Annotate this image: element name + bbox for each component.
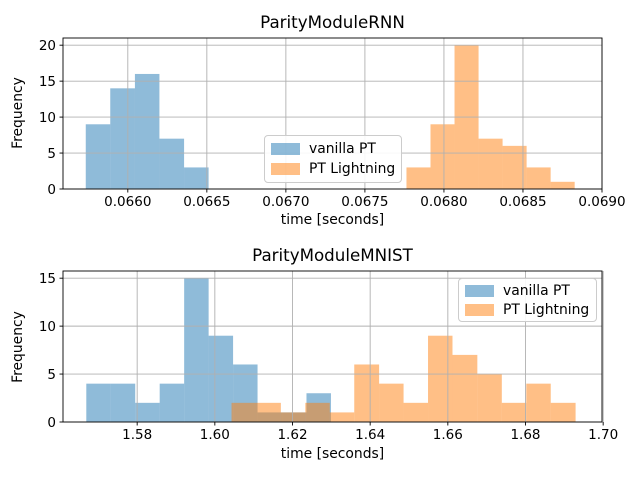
x-tick-label: 0.0675 xyxy=(341,194,388,210)
x-axis-label-rnn: time [seconds] xyxy=(280,212,385,228)
x-tick-label: 0.0670 xyxy=(262,194,309,210)
axes-rnn: 0.0660 0.0665 0.0670 0.0675 0.0680 0.0685 0.06… xyxy=(39,37,626,210)
histogram-bar xyxy=(354,364,380,422)
histogram-bar xyxy=(86,383,111,422)
x-tick-label: 0.0680 xyxy=(420,194,467,210)
legend-entry-vanilla-pt: vanilla PT xyxy=(271,141,391,158)
histogram-bar xyxy=(159,383,185,422)
x-tick-label: 1.60 xyxy=(200,427,230,443)
x-tick-label: 1.70 xyxy=(588,427,618,443)
legend-swatch-vanilla-pt-icon xyxy=(271,143,300,156)
x-tick-label: 0.0690 xyxy=(578,194,625,210)
y-tick-label: 10 xyxy=(39,110,56,126)
histogram-bar xyxy=(305,402,330,422)
histogram-bar xyxy=(526,383,551,422)
y-tick-label: 20 xyxy=(39,38,56,54)
histogram-bar xyxy=(85,124,111,189)
histogram-bar xyxy=(134,73,160,189)
legend-rnn: vanilla PT PT Lightning xyxy=(264,135,402,183)
legend-entry-pt-lightning: PT Lightning xyxy=(271,161,395,178)
histogram-bar xyxy=(135,402,160,422)
chart-title-rnn: ParityModuleRNN xyxy=(260,12,405,32)
axes-spines xyxy=(62,270,603,423)
x-tick-label: 1.64 xyxy=(355,427,385,443)
legend-label-pt-lightning: PT Lightning xyxy=(309,160,396,177)
legend-swatch-pt-lightning-icon xyxy=(465,303,494,316)
y-tick-label: 0 xyxy=(47,182,56,198)
y-tick-label: 15 xyxy=(39,74,56,90)
histogram-bar xyxy=(159,138,185,189)
x-tick-label: 1.66 xyxy=(433,427,463,443)
legend-label-pt-lightning: PT Lightning xyxy=(503,301,590,318)
legend-swatch-pt-lightning-icon xyxy=(271,162,300,175)
histogram-bar xyxy=(208,335,234,422)
legend-label-vanilla-pt: vanilla PT xyxy=(309,141,376,158)
histogram-bar xyxy=(256,402,281,422)
x-axis-label-mnist: time [seconds] xyxy=(280,446,385,462)
x-tick-label: 0.0660 xyxy=(104,194,151,210)
y-tick-label: 5 xyxy=(47,367,56,383)
legend-mnist: vanilla PT PT Lightning xyxy=(458,278,597,322)
histogram-bar xyxy=(428,335,453,422)
histogram-bar xyxy=(403,402,429,422)
legend-entry-pt-lightning: PT Lightning xyxy=(465,301,590,318)
legend-label-vanilla-pt: vanilla PT xyxy=(503,282,570,299)
x-tick-label: 0.0665 xyxy=(183,194,230,210)
histogram-bar xyxy=(452,354,478,422)
legend-entry-vanilla-pt: vanilla PT xyxy=(465,283,586,299)
histogram-bar xyxy=(329,412,355,422)
histogram-bar xyxy=(501,402,527,422)
chart-title-mnist: ParityModuleMNIST xyxy=(252,245,413,265)
x-tick-label: 1.58 xyxy=(122,427,152,443)
legend-swatch-vanilla-pt-icon xyxy=(465,284,494,297)
y-tick-label: 15 xyxy=(39,271,56,287)
axes-mnist: 1.58 1.60 1.62 1.64 1.66 1.68 1.70 0 5 10 15 xyxy=(39,270,618,443)
y-tick-label: 10 xyxy=(39,319,56,335)
histogram-bar xyxy=(184,167,209,189)
x-tick-label: 0.0685 xyxy=(499,194,546,210)
histogram-bar xyxy=(430,124,455,189)
histogram-bar xyxy=(379,383,404,422)
x-tick-label: 1.62 xyxy=(277,427,307,443)
histogram-bar xyxy=(184,278,209,422)
histogram-bar xyxy=(110,88,135,189)
y-tick-label: 0 xyxy=(47,415,56,431)
histogram-bar xyxy=(478,138,503,189)
histogram-bar xyxy=(110,383,136,422)
histogram-bar xyxy=(477,374,502,422)
axes-spines xyxy=(62,37,603,190)
histogram-bar xyxy=(550,402,576,422)
histogram-bar xyxy=(406,167,431,189)
histogram-bar xyxy=(280,412,306,422)
x-tick-label: 1.68 xyxy=(510,427,540,443)
histogram-bar xyxy=(231,402,256,422)
y-tick-label: 5 xyxy=(47,146,56,162)
histogram-bar xyxy=(526,167,551,189)
histogram-bar xyxy=(550,181,575,189)
